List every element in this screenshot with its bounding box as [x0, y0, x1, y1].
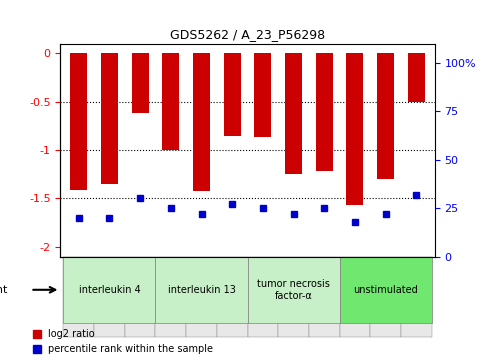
Bar	[71, 53, 87, 190]
Bar	[309, 257, 340, 338]
Title: GDS5262 / A_23_P56298: GDS5262 / A_23_P56298	[170, 28, 325, 41]
Bar	[101, 53, 118, 184]
Bar	[125, 257, 156, 338]
Bar	[156, 257, 248, 323]
Bar	[408, 53, 425, 102]
Bar	[285, 53, 302, 174]
Bar	[186, 257, 217, 338]
Bar	[94, 257, 125, 338]
Text: tumor necrosis
factor-α: tumor necrosis factor-α	[257, 279, 330, 301]
Bar	[316, 53, 333, 171]
Text: unstimulated: unstimulated	[353, 285, 418, 295]
Bar	[248, 257, 340, 323]
Bar	[340, 257, 432, 323]
Bar	[346, 53, 363, 205]
Text: interleukin 4: interleukin 4	[79, 285, 141, 295]
Bar	[63, 257, 156, 323]
Bar	[224, 53, 241, 135]
Bar	[63, 257, 94, 338]
Bar	[278, 257, 309, 338]
Bar	[248, 257, 278, 338]
Bar	[377, 53, 394, 179]
Bar	[132, 53, 149, 113]
Bar	[401, 257, 432, 338]
Bar	[162, 53, 179, 150]
Text: agent: agent	[0, 285, 8, 295]
Bar	[156, 257, 186, 338]
Bar	[217, 257, 248, 338]
Bar	[193, 53, 210, 191]
Bar	[340, 257, 370, 338]
Legend: log2 ratio, percentile rank within the sample: log2 ratio, percentile rank within the s…	[29, 326, 217, 358]
Bar	[255, 53, 271, 138]
Bar	[370, 257, 401, 338]
Text: interleukin 13: interleukin 13	[168, 285, 235, 295]
